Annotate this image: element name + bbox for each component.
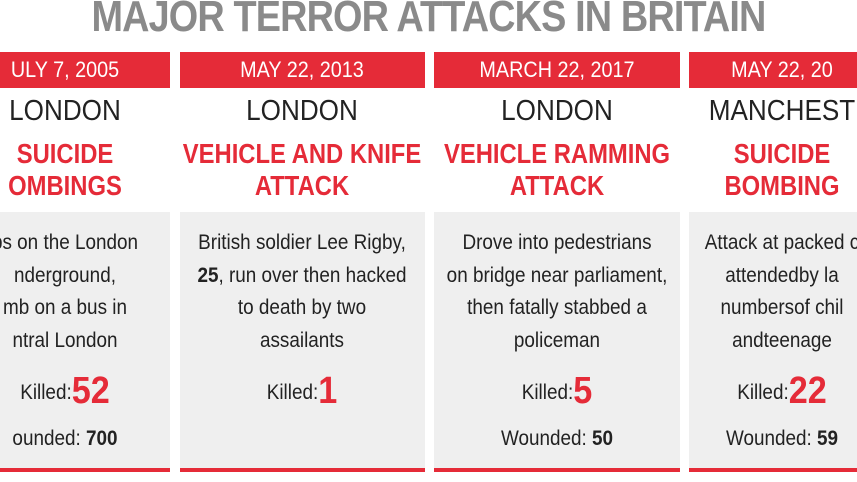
description-text: then fatally stabbed a: [467, 296, 647, 319]
city: LONDON: [246, 95, 358, 127]
killed: Killed:1: [122, 370, 482, 413]
description-line: bs on the London: [0, 231, 245, 255]
killed-label: Killed:: [20, 381, 72, 404]
wounded-label: Wounded:: [500, 427, 587, 450]
description-text: andteenage: [732, 328, 832, 352]
city: MANCHEST: [708, 95, 856, 127]
description-text: bs on the London: [0, 231, 139, 254]
description-text: assailants: [259, 328, 345, 352]
description-line: ntral London: [0, 329, 245, 353]
description-panel: [180, 212, 425, 472]
killed-label: Killed:: [266, 381, 319, 404]
killed-label: Killed:: [737, 381, 789, 404]
description-line: andteenage: [602, 329, 857, 353]
title: MAJOR TERROR ATTACKS IN BRITAIN: [91, 0, 766, 41]
wounded-value: 59: [817, 427, 839, 450]
date-bar: [0, 52, 170, 88]
description-line: then fatally stabbed a: [377, 296, 737, 320]
date: MARCH 22, 2017: [479, 57, 635, 82]
date: ULY 7, 2005: [10, 57, 120, 82]
killed: Killed:52: [0, 370, 245, 413]
killed: Killed:22: [602, 370, 857, 413]
attack-type: VEHICLE AND KNIFE: [182, 138, 422, 169]
killed-value: 1: [318, 370, 338, 412]
killed-value: 5: [573, 370, 593, 412]
date-bar: [689, 52, 857, 88]
description-line: Drove into pedestrians: [377, 231, 737, 255]
description-text: numbersof chil: [720, 296, 844, 319]
wounded-value: 700: [86, 427, 118, 450]
killed-value: 52: [71, 370, 110, 412]
description-line: 25, run over then hacked: [122, 264, 482, 288]
attack-type: ATTACK: [254, 170, 350, 201]
wounded: Wounded: 50: [377, 427, 737, 451]
wounded: Wounded: 59: [602, 427, 857, 451]
description-panel: [0, 212, 170, 472]
wounded-label: Wounded:: [725, 427, 812, 450]
attack-type: SUICIDE: [16, 138, 114, 169]
attack-type: BOMBING: [724, 170, 840, 201]
description-text: attendedby la: [725, 263, 839, 287]
description-line: numbersof chil: [602, 296, 857, 320]
date: MAY 22, 20: [731, 57, 833, 82]
description-text: , run over then hacked: [218, 263, 407, 287]
date-bar: [180, 52, 425, 88]
description-text: mb on a bus in: [2, 296, 127, 319]
attack-type: OMBINGS: [8, 170, 122, 201]
description-text: British soldier Lee Rigby,: [198, 231, 406, 254]
description-panel: [689, 212, 857, 472]
description-text: nderground,: [14, 263, 116, 287]
description-text: to death by two: [237, 296, 367, 319]
date-bar: [434, 52, 680, 88]
wounded-label: ounded:: [12, 427, 81, 450]
description-line: nderground,: [0, 264, 245, 288]
wounded: ounded: 700: [0, 427, 245, 451]
description-line: to death by two: [122, 296, 482, 320]
description-text: on bridge near parliament,: [446, 263, 668, 287]
description-text: ntral London: [12, 328, 118, 352]
highlight: 25: [197, 263, 219, 287]
description-line: on bridge near parliament,: [377, 264, 737, 288]
city: LONDON: [9, 95, 121, 127]
attack-type: SUICIDE: [733, 138, 831, 169]
description-line: British soldier Lee Rigby,: [122, 231, 482, 255]
wounded-value: 50: [592, 427, 614, 450]
date: MAY 22, 2013: [240, 57, 364, 82]
killed-label: Killed:: [521, 381, 574, 404]
description-line: attendedby la: [602, 264, 857, 288]
description-line: assailants: [122, 329, 482, 353]
description-line: mb on a bus in: [0, 296, 245, 320]
city: LONDON: [501, 95, 613, 127]
description-text: policeman: [513, 328, 601, 352]
description-text: Drove into pedestrians: [462, 231, 652, 254]
attack-type: ATTACK: [509, 170, 605, 201]
killed-value: 22: [788, 370, 827, 412]
description-panel: [434, 212, 680, 472]
killed: Killed:5: [377, 370, 737, 413]
attack-type: VEHICLE RAMMING: [443, 138, 671, 169]
description-line: Attack at packed c: [602, 231, 857, 255]
description-line: policeman: [377, 329, 737, 353]
description-text: Attack at packed c: [704, 231, 857, 254]
